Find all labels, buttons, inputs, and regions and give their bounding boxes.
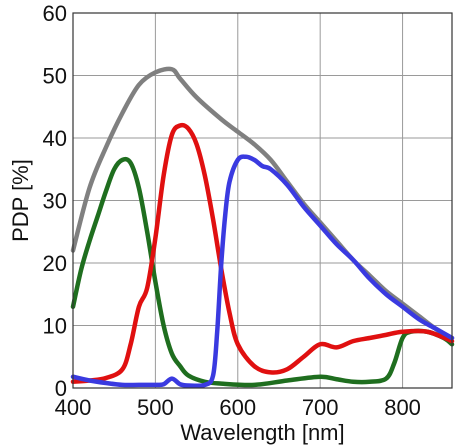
x-tick-label: 400: [55, 395, 92, 420]
y-tick-label: 50: [43, 64, 67, 89]
y-tick-label: 0: [55, 376, 67, 401]
series-group: [70, 66, 455, 389]
x-axis-title: Wavelength [nm]: [180, 420, 344, 445]
y-axis-title: PDP [%]: [8, 159, 33, 242]
y-tick-label: 20: [43, 251, 67, 276]
gray-series-line: [70, 66, 455, 341]
x-tick-label: 600: [219, 395, 256, 420]
y-tick-label: 10: [43, 314, 67, 339]
red-series-line: [70, 122, 455, 384]
plot-frame: [72, 12, 453, 389]
blue-series-line: [70, 154, 455, 389]
x-tick-label: 500: [137, 395, 174, 420]
y-tick-label: 30: [43, 189, 67, 214]
green-series-line: [70, 156, 455, 388]
tick-labels: 400 500 600 700 800 0 10 20 30 40 50 60: [43, 1, 421, 420]
x-tick-label: 800: [384, 395, 421, 420]
x-tick-label: 700: [302, 395, 339, 420]
y-tick-label: 40: [43, 126, 67, 151]
y-tick-label: 60: [43, 1, 67, 26]
